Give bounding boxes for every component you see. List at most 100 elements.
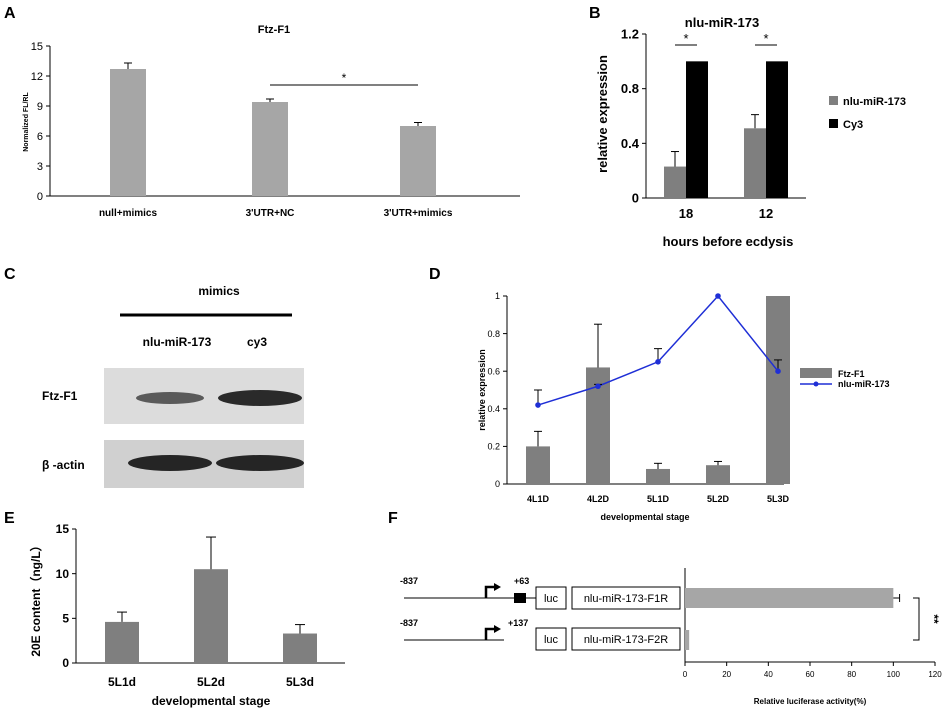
chart-e-xlabel: developmental stage <box>152 694 271 708</box>
chart-d-ytick-label: 0.2 <box>487 442 500 452</box>
chart-f-xtick-label: 80 <box>847 670 856 679</box>
chart-d-bar <box>706 465 730 484</box>
construct-2-start: -837 <box>400 618 418 628</box>
chart-d-ylabel: relative expression <box>477 349 487 431</box>
chart-a-xtick-label: 3'UTR+mimics <box>384 208 453 219</box>
legend-b-swatch-cy3 <box>829 119 838 128</box>
construct-1-end: +63 <box>514 576 529 586</box>
chart-b-xtick-label: 18 <box>679 206 693 221</box>
chart-e-bar <box>283 633 317 663</box>
chart-b-bar <box>744 128 766 198</box>
chart-a-ytick-label: 6 <box>37 131 43 143</box>
chart-d-ytick-label: 1 <box>495 291 500 301</box>
chart-e-ytick-label: 5 <box>62 612 69 626</box>
legend-b-swatch-nlu <box>829 96 838 105</box>
chart-a-ylabel: Normalized FL/RL <box>23 92 30 152</box>
chart-b-xtick-label: 12 <box>759 206 773 221</box>
chart-f-xtick-label: 40 <box>764 670 773 679</box>
chart-d-bar <box>646 468 670 484</box>
chart-a-bar <box>252 102 288 196</box>
blot-lane-1: nlu-miR-173 <box>143 335 212 349</box>
construct-1-luc-box <box>535 586 567 610</box>
panel-d: D relative expression 0 0.2 0.4 0.6 0.8 1 4L1… <box>429 266 890 522</box>
chart-b-ylabel: relative expression <box>595 55 610 173</box>
chart-a-sig-star: * <box>342 71 347 85</box>
construct-1-luc: luc <box>544 593 559 605</box>
chart-f-xtick-label: 120 <box>928 670 942 679</box>
legend-d-swatch-ftz <box>800 368 832 378</box>
chart-e-ytick-label: 10 <box>56 567 70 581</box>
chart-a-ytick-label: 9 <box>37 101 43 113</box>
chart-f-bar <box>685 630 690 650</box>
panel-c-label: C <box>4 266 16 283</box>
blot-header: mimics <box>198 284 240 298</box>
chart-f-bar <box>685 588 894 608</box>
legend-d-marker-nlu <box>813 381 819 387</box>
chart-f-xlabel: Relative luciferase activity(%) <box>754 697 867 706</box>
construct-1-promoter-arrow-icon <box>484 585 496 598</box>
chart-d-xtick-label: 4L1D <box>527 494 550 504</box>
construct-1-name: nlu-miR-173-F1R <box>584 593 668 605</box>
chart-d-line-point <box>535 402 541 408</box>
chart-a-ytick-label: 15 <box>31 41 43 53</box>
panel-e-label: E <box>4 510 15 527</box>
panel-b: B nlu-miR-173 relative expression 0 0.4 0.… <box>589 5 906 249</box>
chart-f-xtick-label: 20 <box>722 670 731 679</box>
chart-b-bar <box>664 166 686 198</box>
construct-1-name-box <box>571 586 681 610</box>
chart-a-bar <box>110 69 146 196</box>
panel-f: F -837 +63 luc nlu-miR-173-F1R -837 +137… <box>388 510 942 706</box>
legend-b-label-cy3: Cy3 <box>843 119 863 131</box>
chart-d-xtick-label: 4L2D <box>587 494 610 504</box>
chart-e-xtick-label: 5L1d <box>108 675 136 689</box>
chart-e-ytick-label: 15 <box>56 522 70 536</box>
blot-ftz-band-1 <box>136 392 204 404</box>
chart-b-ytick-label: 0 <box>632 191 639 206</box>
chart-d-ytick-label: 0 <box>495 479 500 489</box>
chart-b-sig-star: * <box>683 31 688 46</box>
chart-e-bar <box>105 621 139 663</box>
blot-row-actin: β -actin <box>42 458 85 472</box>
chart-b-sig-star: * <box>763 31 768 46</box>
blot-actin-band-2 <box>216 455 304 471</box>
panel-f-label: F <box>388 510 398 527</box>
panel-c: C mimics nlu-miR-173 cy3 Ftz-F1 β -actin <box>4 266 304 488</box>
chart-a-xtick-label: 3'UTR+NC <box>246 208 295 219</box>
panel-b-label: B <box>589 5 601 22</box>
chart-b-title: nlu-miR-173 <box>685 15 759 30</box>
chart-f-sig-label: ** <box>927 614 941 624</box>
chart-d-ytick-label: 0.8 <box>487 329 500 339</box>
construct-1-start: -837 <box>400 576 418 586</box>
chart-d-xlabel: developmental stage <box>600 512 689 522</box>
construct-2-arrowhead-icon <box>494 625 501 633</box>
chart-a-ytick-label: 3 <box>37 161 43 173</box>
blot-row-ftz: Ftz-F1 <box>42 389 78 403</box>
construct-2-name-box <box>571 627 681 651</box>
chart-a-bar <box>400 126 436 196</box>
legend-d-label-ftz: Ftz-F1 <box>838 369 865 379</box>
chart-d-xtick-label: 5L1D <box>647 494 670 504</box>
construct-2-luc: luc <box>544 634 559 646</box>
chart-d-line-point <box>715 293 721 299</box>
chart-d-xtick-label: 5L3D <box>767 494 790 504</box>
chart-f-sig-bracket <box>913 597 920 641</box>
legend-b-label-nlu: nlu-miR-173 <box>843 96 906 108</box>
blot-lane-2: cy3 <box>247 335 267 349</box>
chart-e-xtick-label: 5L3d <box>286 675 314 689</box>
chart-d-line-point <box>595 383 601 390</box>
construct-2-promoter-arrow-icon <box>484 627 496 640</box>
chart-b-bar <box>686 61 708 199</box>
construct-1-arrowhead-icon <box>494 583 501 591</box>
chart-a-ytick-label: 0 <box>37 191 43 203</box>
chart-b-ytick-label: 0.8 <box>621 81 639 96</box>
panel-a: A Ftz-F1 Normalized FL/RL 0 3 6 9 12 15 null+… <box>4 5 520 219</box>
chart-a-ytick-label: 12 <box>31 71 43 83</box>
chart-d-line-point <box>655 359 661 365</box>
construct-2-luc-box <box>535 627 567 651</box>
blot-ftz-band-2 <box>218 390 302 406</box>
construct-2-name: nlu-miR-173-F2R <box>584 634 668 646</box>
chart-f-xtick-label: 0 <box>683 670 688 679</box>
panel-d-label: D <box>429 266 441 283</box>
chart-b-bar <box>766 61 788 199</box>
